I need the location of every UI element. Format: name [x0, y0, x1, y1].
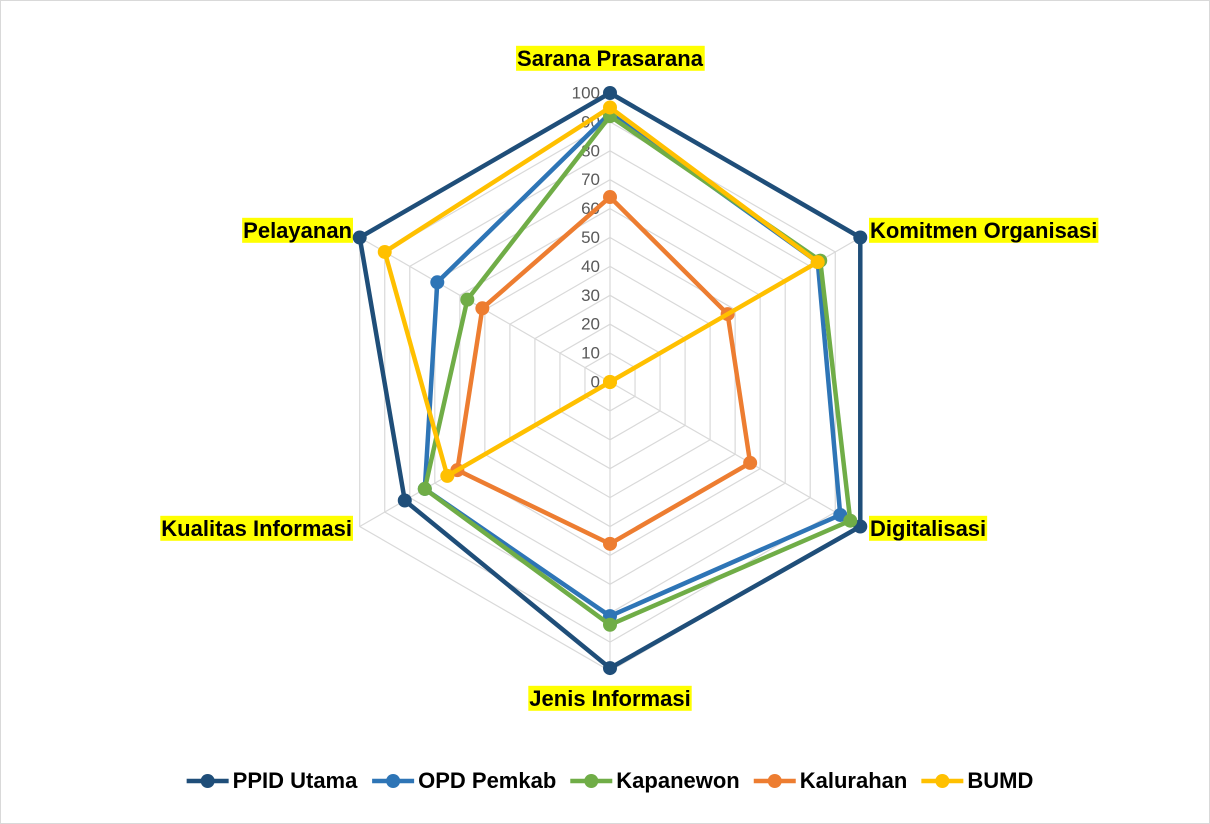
category-label: Pelayanan	[243, 218, 352, 243]
r-tick-label: 60	[581, 199, 600, 218]
series-marker	[603, 86, 617, 100]
series-marker	[352, 230, 367, 245]
legend-marker	[935, 774, 950, 788]
series-marker	[743, 455, 758, 470]
legend-marker	[386, 774, 401, 788]
series-marker	[460, 292, 475, 307]
legend-label: OPD Pemkab	[418, 768, 556, 793]
r-tick-label: 70	[581, 170, 600, 189]
category-highlight	[160, 515, 353, 541]
series-marker	[853, 230, 868, 245]
legend-marker	[584, 774, 599, 788]
series-marker	[843, 513, 858, 528]
series-marker	[603, 661, 617, 676]
category-highlight	[528, 685, 692, 711]
series-marker	[377, 244, 392, 259]
r-tick-label: 20	[581, 315, 600, 334]
r-tick-label: 10	[581, 344, 600, 363]
r-tick-label: 40	[581, 257, 600, 276]
category-label: Komitmen Organisasi	[870, 218, 1097, 243]
series-marker	[475, 301, 490, 316]
category-label: Kualitas Informasi	[161, 516, 352, 541]
r-tick-label: 50	[581, 228, 600, 247]
category-label: Jenis Informasi	[529, 686, 690, 711]
category-label: Sarana Prasarana	[517, 46, 704, 71]
series-marker	[603, 100, 617, 115]
series-marker	[603, 190, 617, 205]
category-highlight	[869, 217, 1099, 243]
series-line	[382, 105, 820, 479]
r-tick-label: 100	[572, 83, 600, 102]
category-label: Digitalisasi	[870, 516, 986, 541]
series-marker	[397, 493, 412, 508]
category-highlight	[516, 45, 705, 71]
legend-label: Kalurahan	[800, 768, 908, 793]
legend-marker	[767, 774, 782, 788]
legend-label: PPID Utama	[233, 768, 358, 793]
series-marker	[603, 536, 617, 551]
r-tick-label: 0	[591, 372, 600, 391]
category-highlight	[242, 217, 353, 243]
legend-label: Kapanewon	[616, 768, 739, 793]
axis-spoke	[609, 381, 861, 528]
series-marker	[603, 617, 617, 632]
legend: PPID Utama OPD Pemkab Kapanewon Kalurahan BU…	[186, 768, 1033, 793]
series-marker	[603, 375, 617, 389]
legend-marker	[200, 774, 215, 788]
series-marker	[810, 255, 825, 270]
r-tick-label: 30	[581, 286, 600, 305]
legend-label: BUMD	[967, 768, 1033, 793]
series-marker	[440, 468, 455, 483]
series-marker	[430, 275, 445, 290]
series-marker	[417, 481, 432, 496]
category-highlight	[869, 515, 988, 541]
